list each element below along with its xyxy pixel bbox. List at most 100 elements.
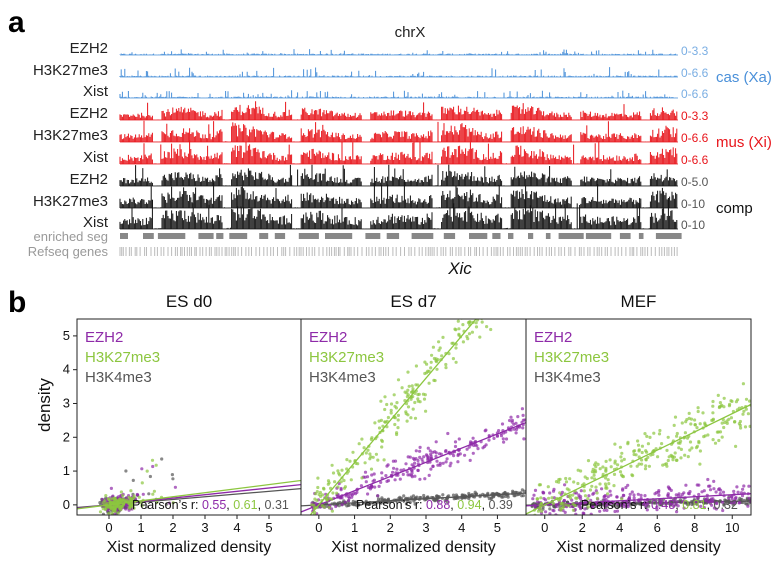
data-point — [113, 512, 117, 515]
data-point — [492, 436, 496, 440]
data-point — [405, 470, 409, 474]
data-point — [476, 310, 479, 313]
data-point — [690, 446, 694, 450]
data-point — [347, 496, 351, 500]
track-signal — [119, 90, 678, 98]
data-point — [492, 297, 495, 300]
data-point — [485, 313, 488, 316]
data-point — [362, 446, 366, 450]
data-point — [119, 490, 123, 494]
data-point — [363, 475, 367, 479]
data-point — [738, 496, 742, 500]
data-point — [141, 492, 145, 496]
data-point — [477, 313, 480, 316]
data-point — [369, 437, 373, 441]
data-point — [118, 497, 122, 501]
data-point — [111, 505, 115, 509]
pearson-value: 0.88 — [426, 498, 450, 512]
data-point — [736, 398, 740, 402]
data-point — [488, 297, 491, 300]
data-point — [471, 436, 475, 440]
data-point — [350, 493, 355, 497]
data-point — [445, 457, 449, 461]
data-point — [458, 452, 462, 456]
data-point — [607, 482, 611, 486]
pearson-value: 0.32 — [714, 498, 738, 512]
data-point — [612, 472, 617, 476]
x-tick-label: 6 — [654, 520, 661, 535]
data-point — [173, 485, 177, 489]
data-point — [586, 505, 591, 509]
data-point — [501, 437, 505, 441]
y-tick-label: 4 — [63, 362, 70, 377]
data-point — [493, 309, 496, 312]
refseq-gene-marks — [119, 247, 678, 256]
data-point — [590, 476, 594, 480]
data-point — [347, 503, 351, 507]
data-point — [579, 495, 583, 499]
data-point — [590, 484, 594, 488]
data-point — [372, 478, 376, 482]
y-tick-label: 1 — [63, 463, 70, 478]
pearson-separator: , — [482, 498, 489, 512]
data-point — [693, 423, 697, 427]
data-point — [517, 293, 520, 296]
data-point — [98, 510, 103, 514]
data-point — [391, 470, 395, 474]
legend-entry: EZH2 — [85, 329, 123, 346]
data-point — [473, 490, 477, 494]
data-point — [344, 494, 348, 498]
data-point — [562, 498, 567, 503]
data-point — [729, 416, 734, 420]
x-tick-label: 4 — [458, 520, 465, 535]
data-point — [744, 397, 749, 401]
data-point — [492, 293, 495, 296]
pearson-separator: , — [675, 498, 682, 512]
data-point — [684, 483, 688, 487]
data-point — [406, 405, 411, 409]
track-labels: EZH2 0-3.3 H3K27me3 0-6.6 Xist 0-6.6 EZH2 0-3.3… — [33, 40, 709, 232]
chromosome-label: chrX — [395, 24, 426, 41]
data-point — [482, 313, 485, 316]
y-tick-label: 0 — [63, 497, 70, 512]
data-point — [116, 511, 120, 515]
data-point — [536, 509, 541, 513]
data-point — [730, 495, 734, 499]
data-point — [595, 502, 599, 506]
data-point — [383, 407, 387, 412]
data-point — [456, 319, 460, 323]
data-point — [408, 473, 412, 477]
data-point — [485, 297, 488, 300]
data-point — [452, 454, 456, 458]
data-point — [620, 459, 624, 463]
data-point — [398, 477, 402, 481]
data-point — [453, 440, 458, 444]
data-point — [501, 288, 504, 291]
data-point — [595, 491, 599, 495]
data-point — [620, 451, 624, 455]
data-point — [675, 434, 679, 438]
data-point — [718, 430, 723, 434]
signal-tracks — [119, 49, 678, 230]
data-point — [727, 496, 731, 500]
plot-title: MEF — [621, 292, 657, 311]
track-range: 0-10 — [681, 197, 705, 211]
data-point — [426, 369, 430, 373]
x-tick-label: 0 — [315, 520, 322, 535]
data-point — [495, 298, 498, 301]
regression-line — [301, 492, 526, 507]
data-point — [426, 455, 430, 459]
pearson-separator: , — [258, 498, 265, 512]
data-point — [357, 442, 361, 446]
data-point — [725, 421, 729, 425]
data-point — [653, 492, 657, 496]
data-point — [608, 458, 612, 462]
data-point — [706, 500, 710, 504]
data-point — [441, 461, 445, 465]
data-point — [523, 271, 526, 274]
data-point — [449, 461, 453, 465]
data-point — [737, 422, 742, 426]
data-point — [579, 489, 583, 493]
data-point — [636, 439, 640, 443]
